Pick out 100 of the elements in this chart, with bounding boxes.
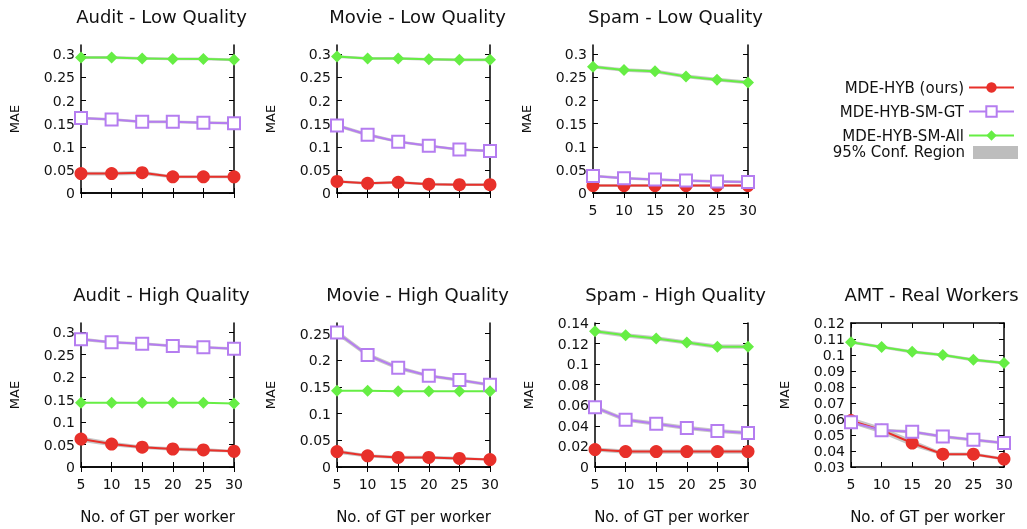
legend-label: MDE-HYB (ours) [844,78,964,97]
y-tick-label: 0.15 [43,115,75,132]
y-tick-label: 0.25 [299,69,331,86]
y-tick-label: 0.1 [566,356,589,373]
y-tick-label: 0.05 [299,432,331,449]
x-tick-label: 25 [964,476,983,492]
y-tick-label: 0.2 [308,352,331,369]
y-tick-label: 0 [66,185,75,201]
chart-title: Audit - Low Quality [76,5,248,27]
y-axis-title: MAE [263,380,278,410]
x-tick-label: 25 [194,476,213,492]
y-tick-label: 0.25 [299,325,331,342]
y-tick-label: 0 [66,459,75,475]
chart-title: Spam - Low Quality [588,5,764,27]
y-tick-label: 0.02 [557,438,589,455]
x-tick-label: 10 [872,476,891,492]
y-tick-label: 0.25 [43,346,75,363]
y-tick-label: 0.1 [52,138,75,155]
y-tick-label: 0.15 [555,115,587,132]
x-tick-label: 20 [933,476,952,492]
y-tick-label: 0.2 [52,369,75,385]
y-tick-label: 0.05 [43,161,75,178]
y-tick-label: 0.3 [52,46,75,63]
x-tick-label: 25 [708,202,726,218]
y-tick-label: 0.08 [813,379,845,395]
x-tick-label: 20 [419,476,438,492]
chart-title: Movie - High Quality [326,283,510,305]
x-tick-label: 30 [481,476,499,492]
y-tick-label: 0.1 [822,347,845,363]
x-tick-label: 30 [739,476,757,492]
x-tick-label: 5 [76,476,86,492]
y-tick-label: 0.04 [557,417,590,434]
y-tick-label: 0 [578,185,587,201]
y-tick-label: 0.3 [52,324,75,340]
y-axis-title: MAE [7,104,22,134]
y-tick-label: 0.05 [43,436,75,453]
y-tick-label: 0.09 [813,363,845,379]
x-tick-label: 5 [588,202,598,218]
y-tick-label: 0.1 [308,138,331,155]
x-axis-title: No. of GT per worker [336,507,492,526]
y-tick-label: 0.11 [813,331,845,347]
x-tick-label: 30 [995,476,1013,492]
y-tick-label: 0.06 [557,397,590,414]
y-tick-label: 0 [580,459,589,475]
y-tick-label: 0.15 [299,379,331,395]
x-tick-label: 15 [133,476,152,492]
x-tick-label: 5 [332,476,342,492]
x-tick-label: 15 [647,476,666,492]
chart-title: Spam - High Quality [585,283,767,305]
x-tick-label: 5 [590,476,600,492]
y-tick-label: 0.04 [813,443,846,459]
x-axis-title: No. of GT per worker [80,507,236,526]
x-tick-label: 10 [102,476,121,492]
y-tick-label: 0.15 [43,391,75,408]
y-tick-label: 0.2 [564,92,587,109]
y-tick-label: 0.05 [299,161,331,178]
x-tick-label: 5 [846,476,856,492]
chart-title: Movie - Low Quality [329,5,507,27]
legend-label: MDE-HYB-SM-All [842,126,964,145]
y-tick-label: 0.25 [43,69,75,86]
x-tick-label: 10 [615,202,633,218]
y-axis-title: MAE [777,380,792,410]
y-tick-label: 0 [322,185,331,201]
y-tick-label: 0.03 [813,459,845,475]
x-tick-label: 15 [646,202,664,218]
y-axis-title: MAE [263,104,278,134]
chart-title: Audit - High Quality [73,283,251,305]
y-tick-label: 0.25 [555,69,587,86]
x-tick-label: 10 [358,476,377,492]
y-tick-label: 0.08 [557,376,589,393]
text: 95% Conf. Region [832,142,965,161]
y-axis-title: MAE [521,380,536,410]
y-tick-label: 0.3 [564,46,587,63]
x-tick-label: 25 [708,476,727,492]
chart-title: AMT - Real Workers [844,283,1019,305]
legend-label: MDE-HYB-SM-GT [839,102,965,121]
y-tick-label: 0.05 [813,427,845,443]
y-tick-label: 0.1 [564,138,587,155]
x-axis-title: No. of GT per worker [594,507,750,526]
y-tick-label: 0.2 [52,92,75,109]
x-tick-label: 25 [450,476,469,492]
y-tick-label: 0.1 [308,405,331,422]
x-tick-label: 20 [163,476,182,492]
x-tick-label: 30 [225,476,243,492]
y-tick-label: 0.12 [813,315,845,331]
y-tick-label: 0.2 [308,92,331,109]
y-tick-label: 0.3 [308,46,331,63]
x-axis-title: No. of GT per worker [850,507,1006,526]
y-axis-title: MAE [519,104,534,134]
y-tick-label: 0 [322,459,331,475]
y-axis-title: MAE [7,380,22,410]
x-tick-label: 20 [677,476,696,492]
x-tick-label: 30 [739,202,757,218]
y-tick-label: 0.07 [813,395,845,411]
y-tick-label: 0.14 [557,315,590,331]
x-tick-label: 15 [903,476,922,492]
y-tick-label: 0.15 [299,115,331,132]
x-tick-label: 15 [389,476,408,492]
y-tick-label: 0.05 [555,161,587,178]
x-tick-label: 10 [616,476,635,492]
